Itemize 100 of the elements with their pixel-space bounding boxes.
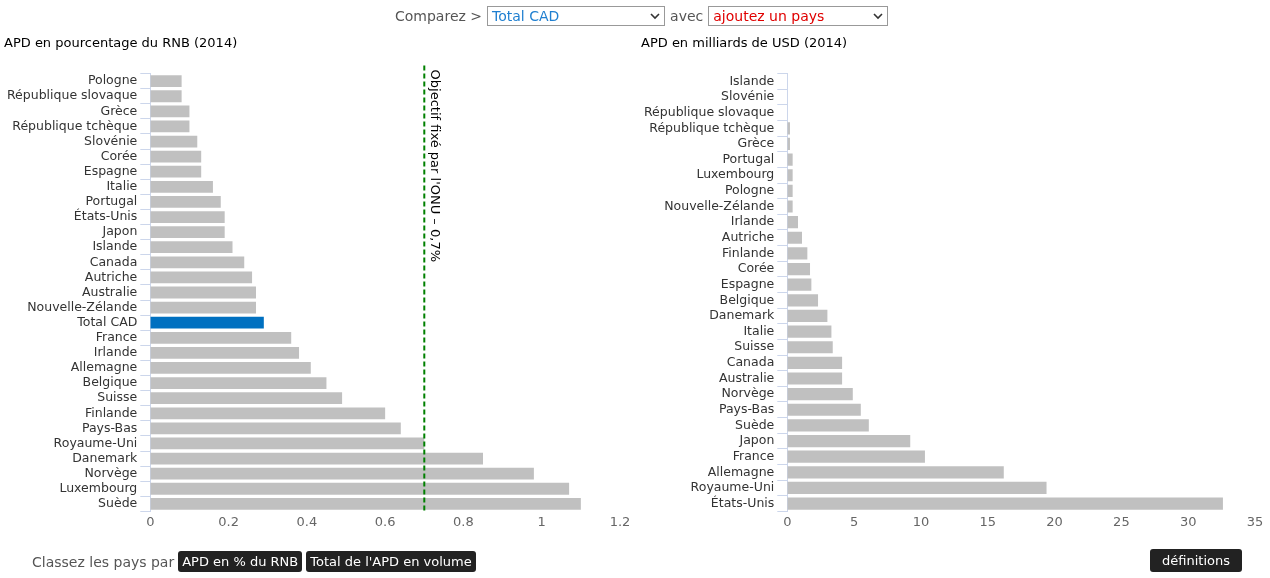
text: Classez les pays par bbox=[32, 553, 175, 570]
y-tick-label: États-Unis bbox=[710, 494, 775, 510]
bar bbox=[787, 466, 1004, 479]
chart-title: APD en milliards de USD (2014) bbox=[641, 35, 848, 51]
bar bbox=[787, 419, 869, 432]
y-tick-label: Irlande bbox=[93, 344, 138, 360]
y-tick-label: Luxembourg bbox=[696, 166, 775, 182]
bar bbox=[787, 497, 1223, 510]
bar bbox=[150, 422, 401, 435]
bar bbox=[150, 407, 386, 420]
y-tick-label: République slovaque bbox=[7, 87, 138, 103]
bar bbox=[150, 467, 534, 480]
bar bbox=[787, 231, 803, 244]
y-tick-label: Suisse bbox=[734, 338, 775, 354]
y-tick-label: Slovénie bbox=[721, 88, 775, 104]
y-tick-label: Total CAD bbox=[76, 313, 138, 329]
bar bbox=[787, 169, 793, 182]
x-tick-label: 0 bbox=[783, 513, 792, 529]
bar bbox=[150, 392, 343, 405]
y-tick-label: Suisse bbox=[97, 389, 138, 405]
x-tick-label: 35 bbox=[1246, 513, 1264, 529]
x-tick-label: 5 bbox=[849, 513, 859, 529]
bar bbox=[150, 482, 570, 495]
bar bbox=[150, 90, 182, 103]
y-tick-label: Australie bbox=[81, 283, 138, 299]
y-tick-label: Norvège bbox=[721, 385, 775, 401]
x-tick-label: 0.4 bbox=[296, 513, 318, 529]
bar bbox=[787, 262, 811, 276]
y-tick-label: Finlande bbox=[721, 244, 775, 260]
y-tick-label: France bbox=[732, 447, 775, 463]
bar bbox=[787, 356, 843, 369]
y-tick-label: Grèce bbox=[737, 135, 775, 151]
y-tick-label: Finlande bbox=[84, 404, 138, 420]
chart-title: APD en pourcentage du RNB (2014) bbox=[4, 35, 238, 51]
y-tick-label: Grèce bbox=[100, 102, 138, 118]
y-tick-label: République tchèque bbox=[12, 117, 138, 133]
y-tick-label: Pologne bbox=[724, 182, 775, 198]
y-tick-label: Autriche bbox=[84, 268, 138, 284]
bar bbox=[150, 452, 484, 465]
y-tick-label: Luxembourg bbox=[59, 480, 138, 496]
bar bbox=[787, 216, 798, 229]
bar bbox=[150, 301, 256, 314]
y-tick-label: Portugal bbox=[85, 193, 138, 209]
text: Total CAD bbox=[492, 8, 560, 24]
bar bbox=[150, 165, 202, 178]
y-tick-label: Australie bbox=[718, 369, 775, 385]
x-tick-label: 0.8 bbox=[453, 513, 474, 529]
bar bbox=[150, 362, 311, 374]
bar bbox=[787, 247, 808, 260]
bar bbox=[150, 497, 581, 510]
x-tick-label: 0.6 bbox=[374, 513, 396, 529]
bar bbox=[150, 120, 190, 133]
bar bbox=[150, 150, 202, 163]
x-tick-label: 0.2 bbox=[218, 513, 239, 529]
ref-line-label: Objectif fixé par l'ONU – 0,7% bbox=[428, 69, 444, 263]
y-tick-label: Danemark bbox=[72, 449, 139, 465]
y-tick-label: Belgique bbox=[719, 291, 775, 307]
y-tick-label: République slovaque bbox=[644, 103, 775, 119]
bar bbox=[787, 388, 853, 401]
x-tick-label: 30 bbox=[1179, 513, 1197, 529]
y-tick-label: France bbox=[95, 329, 138, 345]
bar bbox=[150, 437, 425, 450]
bar bbox=[150, 75, 182, 88]
text: Comparez > bbox=[395, 8, 483, 24]
x-tick-label: 10 bbox=[912, 513, 930, 529]
y-tick-label: Irlande bbox=[730, 213, 775, 229]
x-tick-label: 15 bbox=[979, 513, 997, 529]
x-tick-label: 20 bbox=[1046, 513, 1063, 529]
y-tick-label: Belgique bbox=[82, 374, 138, 390]
y-tick-label: Danemark bbox=[709, 307, 776, 323]
bar bbox=[787, 200, 793, 213]
bar bbox=[787, 278, 812, 291]
bar bbox=[787, 434, 911, 448]
bar bbox=[150, 135, 198, 148]
bar bbox=[150, 377, 327, 389]
bar bbox=[150, 347, 300, 359]
y-tick-label: Italie bbox=[106, 178, 138, 194]
y-tick-label: Allemagne bbox=[707, 463, 775, 479]
bar bbox=[787, 325, 832, 338]
bar bbox=[150, 241, 233, 254]
y-tick-label: Pologne bbox=[87, 72, 138, 88]
y-tick-label: Allemagne bbox=[70, 359, 138, 375]
bar bbox=[150, 316, 264, 329]
y-tick-label: Japon bbox=[738, 432, 775, 448]
bar bbox=[150, 286, 256, 299]
y-tick-label: Espagne bbox=[720, 275, 775, 291]
y-tick-label: Nouvelle-Zélande bbox=[664, 197, 775, 213]
y-tick-label: Pays-Bas bbox=[81, 419, 138, 435]
bar bbox=[787, 153, 793, 166]
bar bbox=[150, 331, 292, 344]
bar bbox=[787, 184, 793, 197]
y-tick-label: Islande bbox=[92, 238, 138, 254]
x-tick-label: 1 bbox=[537, 513, 546, 529]
y-tick-label: Canada bbox=[89, 253, 138, 269]
bar bbox=[150, 226, 225, 238]
text: Total de l'APD en volume bbox=[306, 551, 476, 572]
bar bbox=[787, 341, 833, 354]
y-tick-label: Suède bbox=[735, 416, 775, 432]
y-tick-label: Norvège bbox=[84, 464, 138, 480]
y-tick-label: Corée bbox=[100, 147, 138, 163]
